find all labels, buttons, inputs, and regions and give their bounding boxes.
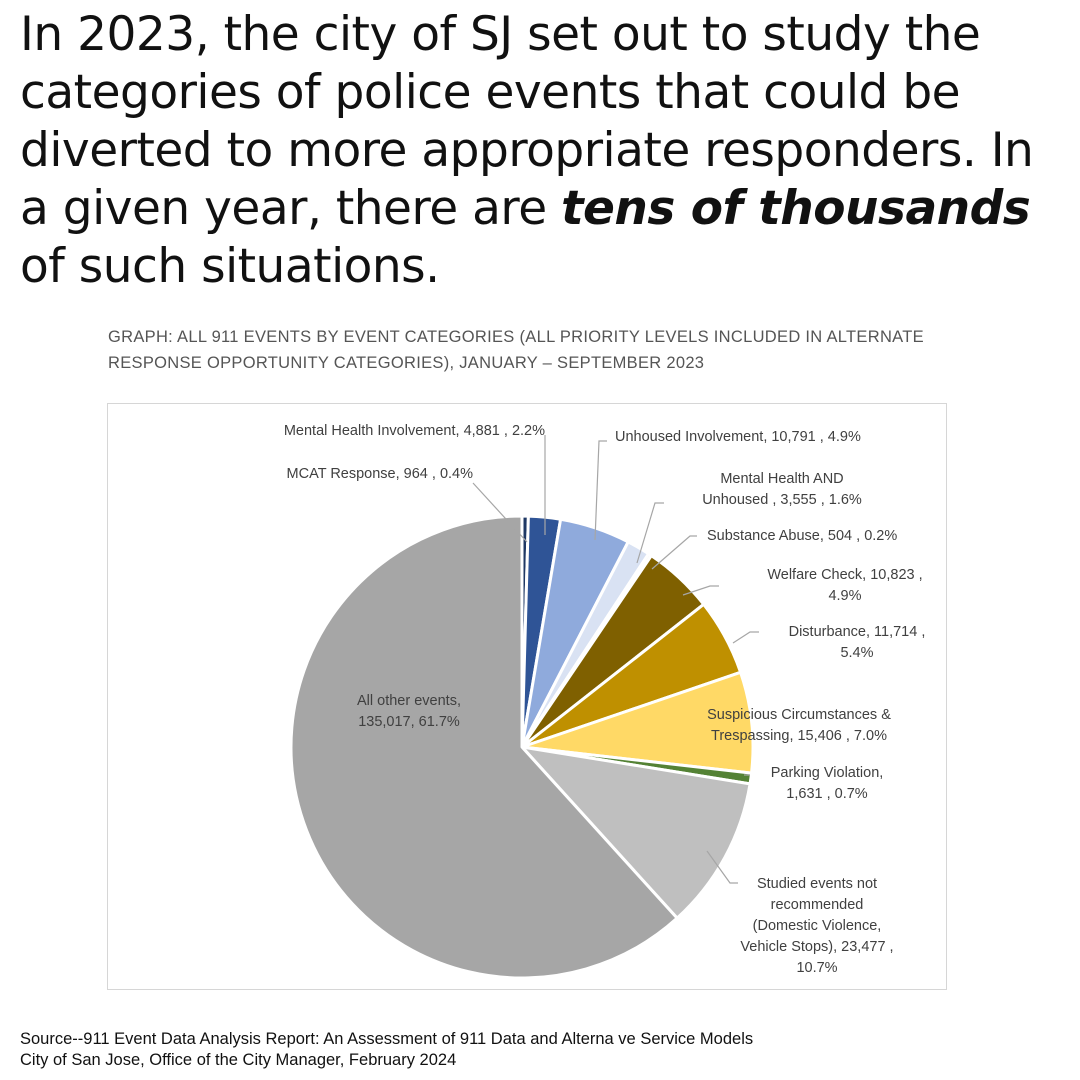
graph-title-line-2: RESPONSE OPPORTUNITY CATEGORIES), JANUAR… [108,354,705,372]
source-line-1: Source--911 Event Data Analysis Report: … [20,1030,754,1048]
slice-label-line: All other events, [357,693,461,709]
slice-label-line: Unhoused Involvement, 10,791 , 4.9% [615,429,861,445]
slice-label-line: Unhoused , 3,555 , 1.6% [702,492,862,508]
source-citation: Source--911 Event Data Analysis Report: … [20,1029,1070,1071]
slice-label: Mental Health AND Unhoused , 3,555 , 1.6% [702,471,862,508]
headline-text-end: of such situations. [20,239,440,294]
slice-label: Mental Health Involvement, 4,881 , 2.2% [284,423,545,439]
slice-label: Welfare Check, 10,823 , 4.9% [767,567,922,604]
pie-slice [520,670,755,775]
slice-label: Parking Violation, 1,631 , 0.7% [771,765,884,802]
leader-line [594,440,607,541]
slice-label-line: Studied events not [757,876,877,892]
graph-title-line-1: GRAPH: ALL 911 EVENTS BY EVENT CATEGORIE… [108,328,924,346]
leader-line [732,631,759,644]
slice-label: Unhoused Involvement, 10,791 , 4.9% [615,429,861,445]
slice-label: Disturbance, 11,714 , 5.4% [789,624,926,661]
slice-label: Suspicious Circumstances & Trespassing, 1… [707,707,891,744]
leader-line [636,502,664,564]
slice-label-line: 10.7% [796,960,837,976]
slice-label-line: (Domestic Violence, [753,918,882,934]
slice-label-line: 5.4% [840,645,873,661]
headline-emphasis: tens of thousands [561,181,1031,236]
slice-label: Studied events not recommended (Domestic V… [740,876,893,976]
slice-label-line: Disturbance, 11,714 , [789,624,926,640]
pie-slice [289,514,679,980]
pie-chart: MCAT Response, 964 , 0.4% Mental Health I… [284,423,926,980]
leader-line [706,850,738,884]
slice-label-line: recommended [771,897,864,913]
graph-title: GRAPH: ALL 911 EVENTS BY EVENT CATEGORIE… [108,324,1008,376]
slice-label-line: Welfare Check, 10,823 , [767,567,922,583]
pie-slice [520,745,752,920]
source-line-2: City of San Jose, Office of the City Man… [20,1051,457,1069]
slice-label: All other events, 135,017, 61.7% [357,693,461,730]
slice-label: Substance Abuse, 504 , 0.2% [707,528,897,544]
slice-label-line: Substance Abuse, 504 , 0.2% [707,528,897,544]
leader-line [472,482,528,543]
slice-label-line: Mental Health Involvement, 4,881 , 2.2% [284,423,545,439]
leader-line [682,585,719,596]
slice-label-line: Parking Violation, [771,765,884,781]
leader-line [651,535,697,570]
slice-label-line: 1,631 , 0.7% [786,786,868,802]
headline: In 2023, the city of SJ set out to study… [20,6,1070,296]
slice-label-line: Mental Health AND [720,471,843,487]
slice-label-line: Suspicious Circumstances & [707,707,891,723]
slice-label-line: 4.9% [828,588,861,604]
slice-label-line: MCAT Response, 964 , 0.4% [287,466,474,482]
headline-text: In 2023, the city of SJ set out to study… [20,7,1034,236]
slice-label-line: Vehicle Stops), 23,477 , [740,939,893,955]
slice-label-line: Trespassing, 15,406 , 7.0% [711,728,887,744]
slice-label-line: 135,017, 61.7% [358,714,460,730]
slice-label: MCAT Response, 964 , 0.4% [287,466,474,482]
